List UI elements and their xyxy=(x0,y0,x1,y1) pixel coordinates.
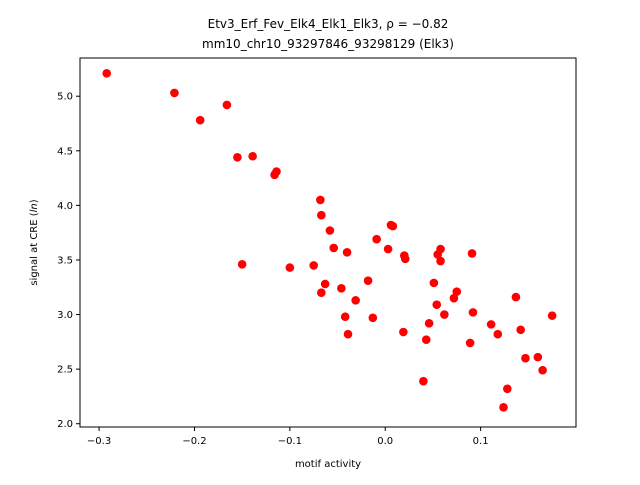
data-point xyxy=(521,353,530,363)
data-point xyxy=(511,292,521,302)
x-tick-label: −0.1 xyxy=(278,436,302,447)
data-point xyxy=(465,338,475,348)
data-point xyxy=(372,234,381,244)
data-point xyxy=(399,327,408,337)
data-point xyxy=(467,249,477,258)
data-point xyxy=(499,403,508,412)
data-point xyxy=(449,293,459,303)
data-point xyxy=(440,310,449,319)
data-point xyxy=(285,263,295,272)
x-tick-label: 0.0 xyxy=(377,436,393,447)
data-point xyxy=(547,311,557,320)
data-point xyxy=(337,284,346,293)
data-point xyxy=(421,335,431,344)
data-point xyxy=(342,248,352,257)
data-point xyxy=(272,167,281,176)
data-point xyxy=(533,352,543,362)
data-point xyxy=(233,153,242,162)
data-point xyxy=(436,256,445,266)
x-tick-label: −0.3 xyxy=(87,436,111,447)
x-axis-label: motif activity xyxy=(295,459,361,470)
data-point xyxy=(351,296,360,305)
data-point xyxy=(102,68,112,78)
x-axis-ticks: −0.3 −0.2 −0.1 0.0 0.1 xyxy=(87,427,489,447)
data-point xyxy=(316,195,325,205)
data-point xyxy=(329,243,339,253)
data-point xyxy=(424,318,434,328)
data-point xyxy=(436,244,445,254)
y-tick-label: 3.0 xyxy=(57,310,73,321)
data-point xyxy=(170,88,179,98)
data-point xyxy=(388,221,398,231)
y-axis-ticks: 2.0 2.5 3.0 3.5 4.0 4.5 5.0 xyxy=(57,92,80,430)
chart-title-line2: mm10_chr10_93297846_93298129 (Elk3) xyxy=(202,37,454,51)
y-tick-label: 2.0 xyxy=(57,419,73,430)
data-point xyxy=(400,254,410,264)
data-point xyxy=(368,313,378,323)
data-point xyxy=(452,287,462,296)
y-axis-label: signal at CRE (ln) xyxy=(29,199,40,285)
data-point xyxy=(340,312,350,322)
data-point xyxy=(237,260,247,269)
data-point xyxy=(503,384,512,394)
x-tick-label: −0.2 xyxy=(182,436,206,447)
data-points xyxy=(102,68,557,412)
data-point xyxy=(195,115,205,125)
data-point xyxy=(320,279,330,289)
data-point xyxy=(432,300,442,310)
data-point xyxy=(493,329,503,339)
data-point xyxy=(325,226,335,235)
y-tick-label: 2.5 xyxy=(57,365,73,376)
chart-title-line1: Etv3_Erf_Fev_Elk4_Elk1_Elk3, ρ = −0.82 xyxy=(208,17,449,31)
data-point xyxy=(248,151,257,161)
x-tick-label: 0.1 xyxy=(473,436,489,447)
data-point xyxy=(468,308,478,317)
y-tick-label: 3.5 xyxy=(57,255,73,266)
data-point xyxy=(222,100,232,110)
data-point xyxy=(383,244,393,254)
data-point xyxy=(538,365,547,375)
data-point xyxy=(429,278,439,288)
data-point xyxy=(317,288,326,298)
data-point xyxy=(419,376,428,386)
plot-frame xyxy=(79,57,577,428)
data-point xyxy=(486,320,496,329)
y-axis-label-suffix: ) xyxy=(29,199,40,203)
y-axis-label-prefix: signal at CRE ( xyxy=(29,212,40,285)
y-tick-label: 4.0 xyxy=(57,201,73,212)
data-point xyxy=(317,210,326,220)
data-point xyxy=(516,325,525,335)
data-point xyxy=(309,261,318,270)
y-axis-label-italic: ln xyxy=(29,203,40,212)
data-point xyxy=(343,329,353,339)
y-tick-label: 4.5 xyxy=(57,146,73,157)
data-point xyxy=(363,276,373,286)
y-tick-label: 5.0 xyxy=(57,92,73,103)
